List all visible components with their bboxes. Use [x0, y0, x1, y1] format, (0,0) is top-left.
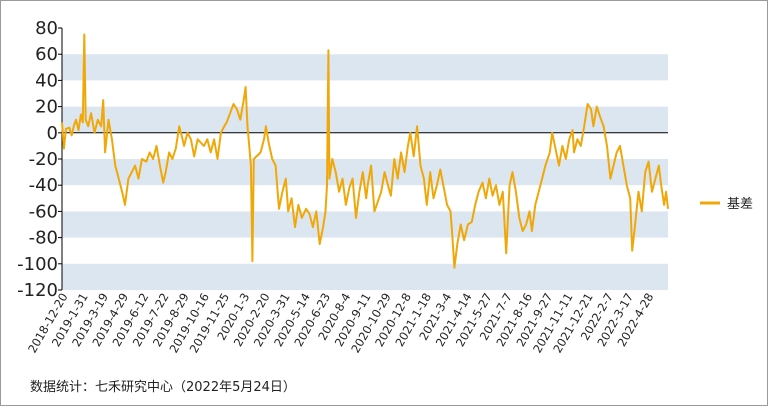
y-tick-label: -20 [29, 149, 58, 170]
y-tick-label: 60 [35, 44, 58, 65]
legend-label-jicha: 基差 [727, 197, 753, 212]
y-tick-label: 0 [47, 123, 58, 144]
plot-band [62, 54, 668, 81]
y-tick-labels: 80 60 40 20 0 -20 -40 -60 -80 -100 -120 [17, 18, 62, 301]
y-tick-label: 20 [35, 97, 58, 118]
y-tick-label: -100 [17, 254, 58, 275]
y-tick-label: -120 [17, 280, 58, 301]
plot-band [62, 159, 668, 186]
plot-band [62, 263, 668, 290]
plot-band [62, 106, 668, 133]
y-tick-label: 80 [35, 18, 58, 39]
y-tick-label: -60 [29, 201, 58, 222]
x-tick-labels: 2018-12-202019-1-312019-3-192019-4-29201… [25, 291, 656, 356]
y-tick-label: 40 [35, 70, 58, 91]
y-tick-label: -80 [29, 228, 58, 249]
plot-band [62, 211, 668, 238]
y-tick-label: -40 [29, 175, 58, 196]
legend: 基差 [700, 197, 753, 212]
plot-bands [62, 54, 668, 290]
series-line-jicha [61, 33, 669, 269]
source-note: 数据统计：七禾研究中心（2022年5月24日） [30, 380, 296, 395]
